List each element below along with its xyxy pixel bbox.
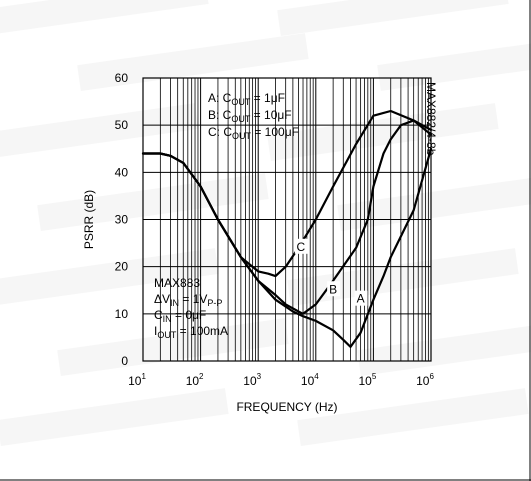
series-layer <box>141 109 433 348</box>
x-tick-base: 10 <box>301 374 315 388</box>
watermark-band <box>337 173 531 231</box>
y-tick-label: 60 <box>115 71 129 85</box>
legend-entry-c-text: = 100μF <box>251 125 299 139</box>
legend-entry-c-text: C: C <box>208 125 232 139</box>
curve-label-b: B <box>329 282 337 296</box>
x-tick-exponent: 6 <box>429 372 434 381</box>
x-tick-label: 101 <box>128 372 146 388</box>
condition-line: MAX883 <box>154 276 200 290</box>
y-tick-label: 10 <box>115 307 129 321</box>
x-tick-exponent: 2 <box>199 372 204 381</box>
condition-line-subscript: IN <box>170 298 179 308</box>
watermark-band <box>297 388 529 446</box>
watermark-band <box>77 33 309 91</box>
legend-entry-a-subscript: OUT <box>231 97 251 107</box>
x-tick-base: 10 <box>128 374 142 388</box>
watermark-band <box>267 103 499 161</box>
condition-line: IOUT = 100mA <box>154 324 228 340</box>
watermark-band <box>357 318 531 376</box>
condition-line-text: ΔV <box>154 292 170 306</box>
watermark-band <box>37 173 269 231</box>
y-axis-label: PSRR (dB) <box>82 190 96 249</box>
legend-entry-a-text: = 1μF <box>250 91 285 105</box>
x-tick-exponent: 5 <box>372 372 377 381</box>
x-axis-label: FREQUENCY (Hz) <box>236 400 337 414</box>
watermark-band <box>377 33 531 91</box>
condition-line-text: = 0μF <box>172 308 207 322</box>
x-tick-base: 10 <box>416 374 430 388</box>
y-tick-label: 40 <box>115 165 129 179</box>
watermark-band <box>0 388 229 446</box>
x-tick-label: 105 <box>358 372 376 388</box>
y-tick-label: 30 <box>115 213 129 227</box>
y-tick-label: 20 <box>115 260 129 274</box>
legend-entry-c-subscript: OUT <box>232 131 252 141</box>
condition-line-subscript: P-P <box>207 298 222 308</box>
grid-layer <box>142 78 431 361</box>
condition-line-text: = 100mA <box>176 324 228 338</box>
x-tick-base: 10 <box>186 374 200 388</box>
y-tick-label: 0 <box>121 354 128 368</box>
condition-line: CIN = 0μF <box>154 308 206 324</box>
curve-label-a: A <box>357 292 365 306</box>
condition-line-subscript: OUT <box>157 330 177 340</box>
curve-label-bg <box>354 290 368 306</box>
legend-entry-a: A: COUT = 1μF <box>208 91 285 107</box>
curve-label-c: C <box>297 240 306 254</box>
legend-entry-b-subscript: OUT <box>231 114 251 124</box>
x-tick-label: 103 <box>243 372 261 388</box>
condition-line: ΔVIN = 1VP-P <box>154 292 222 308</box>
x-tick-label: 104 <box>301 372 319 388</box>
x-tick-exponent: 1 <box>141 372 146 381</box>
condition-line-subscript: IN <box>163 314 172 324</box>
x-tick-exponent: 4 <box>314 372 319 381</box>
figure-id: MAX882/4-8b <box>424 82 438 156</box>
watermark-band <box>57 318 289 376</box>
x-tick-exponent: 3 <box>257 372 262 381</box>
curve-label-bg <box>294 238 308 254</box>
legend-entry-b: B: COUT = 10μF <box>208 108 292 124</box>
series-line-c <box>141 109 433 278</box>
watermark-band <box>277 0 509 36</box>
condition-line-text: C <box>154 308 163 322</box>
watermark-band <box>0 103 199 161</box>
watermark-layer <box>0 0 531 446</box>
legend-entry-b-text: B: C <box>208 108 232 122</box>
watermark-band <box>0 248 219 306</box>
x-tick-label: 106 <box>416 372 434 388</box>
x-tick-label: 102 <box>186 372 204 388</box>
condition-line-text: MAX883 <box>154 276 200 290</box>
curve-label-bg <box>327 281 341 297</box>
watermark-band <box>287 248 519 306</box>
condition-line-text: I <box>154 324 157 338</box>
x-tick-base: 10 <box>243 374 257 388</box>
x-tick-base: 10 <box>358 374 372 388</box>
legend-entry-a-text: A: C <box>208 91 232 105</box>
legend-entry-b-text: = 10μF <box>250 108 291 122</box>
plot-border <box>142 77 432 362</box>
watermark-band <box>0 0 209 36</box>
condition-line-text: = 1V <box>179 292 207 306</box>
legend-entry-c: C: COUT = 100μF <box>208 125 299 141</box>
y-tick-label: 50 <box>115 118 129 132</box>
